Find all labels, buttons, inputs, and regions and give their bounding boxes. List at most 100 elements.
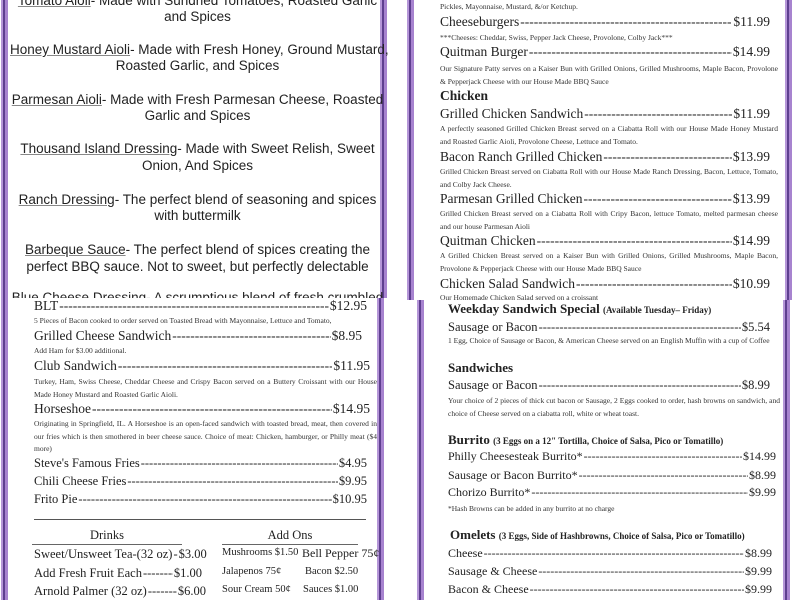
- page-border-right: [380, 0, 387, 298]
- dotted-leader: [148, 583, 177, 599]
- drink-item: Sweet/Unsweet Tea-(32 oz) - $3.00: [34, 547, 207, 561]
- heading-note: (Available Tuesday– Friday): [602, 305, 712, 315]
- item-desc: ***Cheeses: Cheddar, Swiss, Pepper Jack …: [440, 33, 673, 42]
- menu-item: Philly Cheesesteak Burrito* $14.99: [448, 448, 776, 464]
- dotted-leader: [484, 545, 744, 561]
- dotted-leader: [584, 448, 742, 464]
- item-price: $12.95: [329, 298, 367, 313]
- item-name: Chicken Salad Sandwich: [440, 276, 575, 291]
- sauce-name: Ranch Dressing: [18, 192, 115, 207]
- item-name: Sausage or Bacon Burrito*: [448, 468, 578, 482]
- item-price: $14.99: [743, 449, 776, 463]
- dotted-leader: [143, 565, 173, 581]
- page-border-left: [1, 298, 8, 600]
- item-price: $9.95: [338, 474, 367, 488]
- sauce-desc: - Made with Sundried Tomatoes, Roasted G…: [90, 0, 378, 8]
- page-border-right: [377, 298, 384, 600]
- item-desc: Grilled Chicken Breast served on Ciabatt…: [440, 167, 778, 189]
- dotted-leader: [539, 319, 741, 335]
- dotted-leader: [59, 298, 329, 314]
- menu-item: Chicken Salad Sandwich $10.99: [440, 276, 770, 292]
- side-item: Frito Pie $10.95: [34, 491, 367, 507]
- item-price: $11.99: [733, 106, 770, 121]
- sauce-desc: - The perfect blend of spices creating t…: [125, 242, 370, 257]
- item-price: $14.99: [732, 233, 770, 248]
- sauce-desc: - Made with Fresh Honey, Ground Mustard,: [130, 42, 389, 57]
- drink-item: Add Fresh Fruit Each $1.00: [34, 565, 202, 581]
- burgers-chicken-panel: Pickles, Mayonnaise, Mustard, &/or Ketch…: [405, 0, 800, 300]
- dotted-leader: [576, 276, 732, 292]
- addon-item: Bell Pepper 75¢: [302, 546, 380, 560]
- item-name: Frito Pie: [34, 492, 78, 506]
- item-price: $6.00: [177, 584, 206, 598]
- dotted-leader: [141, 455, 338, 471]
- sauce-item: Honey Mustard Aioli- Made with Fresh Hon…: [10, 42, 389, 58]
- item-desc: 1 Egg, Choice of Sausage or Bacon, & Ame…: [448, 336, 770, 345]
- item-name: Cheese: [448, 546, 483, 560]
- item-desc: Pickles, Mayonnaise, Mustard, &/or Ketch…: [440, 2, 578, 11]
- sauce-item: Blue Cheese Dressing- A scrumptious blen…: [10, 290, 385, 298]
- item-name: Add Fresh Fruit Each: [34, 566, 142, 580]
- item-name: Bacon & Cheese: [448, 582, 529, 596]
- sauce-desc: - A scrumptious blend of fresh crumbled: [146, 290, 384, 298]
- sauce-desc-line2: with buttermilk: [154, 208, 241, 223]
- footnote: *Hash Browns can be added in any burrito…: [448, 504, 615, 513]
- item-name: Cheeseburgers: [440, 14, 520, 29]
- dotted-leader: [520, 14, 732, 30]
- item-price: $8.99: [741, 378, 770, 392]
- dotted-leader: [118, 358, 333, 374]
- dotted-leader: [531, 484, 748, 500]
- dotted-leader: [172, 328, 330, 344]
- dotted-leader: [538, 563, 744, 579]
- item-price: $8.99: [749, 468, 776, 482]
- addon-item: Mushrooms $1.50: [222, 547, 299, 558]
- page-border-right: [783, 300, 790, 600]
- sauce-desc: - Made with Sweet Relish, Sweet: [177, 141, 375, 156]
- item-name: Grilled Chicken Sandwich: [440, 106, 584, 121]
- addon-item: Jalapenos 75¢: [222, 566, 282, 577]
- item-name: Grilled Cheese Sandwich: [34, 328, 172, 343]
- dotted-leader: [529, 44, 732, 60]
- menu-item: Grilled Cheese Sandwich $8.95: [34, 328, 362, 344]
- addons-heading: Add Ons: [222, 528, 358, 545]
- item-price: $11.99: [733, 14, 770, 29]
- addon-item: Sauces $1.00: [303, 584, 359, 595]
- dotted-leader: [584, 106, 732, 122]
- heading-text: Burrito: [448, 432, 490, 447]
- sauce-name: Thousand Island Dressing: [20, 141, 178, 156]
- menu-item: Horseshoe $14.95: [34, 401, 370, 417]
- section-heading: Weekday Sandwich Special (Available Tues…: [448, 301, 711, 318]
- sauce-desc-line2: Garlic and Spices: [144, 108, 251, 123]
- item-price: $14.95: [332, 401, 370, 416]
- sauce-item: Thousand Island Dressing- Made with Swee…: [10, 141, 385, 157]
- menu-item: Sausage or Bacon $5.54: [448, 319, 770, 335]
- item-price: $10.95: [332, 492, 367, 506]
- dotted-leader: [537, 233, 732, 249]
- item-name: BLT: [34, 298, 59, 313]
- dotted-leader: [603, 149, 732, 165]
- item-desc: Add Ham for $3.00 additional.: [34, 346, 127, 355]
- menu-item: Sausage or Bacon Burrito* $8.99: [448, 467, 776, 483]
- menu-item: BLT $12.95: [34, 298, 367, 314]
- sauce-name: Barbeque Sauce: [25, 242, 126, 257]
- menu-item: Cheese $8.99: [448, 545, 772, 561]
- item-price: $8.95: [331, 328, 362, 343]
- page-border-left: [417, 300, 424, 600]
- item-name: Bacon Ranch Grilled Chicken: [440, 149, 603, 164]
- sauce-name: Blue Cheese Dressing: [11, 290, 147, 298]
- item-name: Club Sandwich: [34, 358, 117, 373]
- page-border-right: [785, 0, 792, 300]
- side-item: Chili Cheese Fries $9.95: [34, 473, 367, 489]
- item-price: $9.99: [749, 485, 776, 499]
- sauce-desc-line2: Onion, And Spices: [141, 158, 254, 173]
- sauce-desc-line2: perfect BBQ sauce. Not to sweet, but per…: [26, 259, 369, 274]
- sauce-name: Honey Mustard Aioli: [10, 42, 131, 57]
- menu-item: Sausage or Bacon $8.99: [448, 377, 770, 393]
- item-desc: Turkey, Ham, Swiss Cheese, Cheddar Chees…: [34, 377, 377, 399]
- sauce-item: Tomato Aioli- Made with Sundried Tomatoe…: [10, 0, 385, 9]
- menu-item: Bacon & Cheese $9.99: [448, 581, 772, 597]
- item-price: $5.54: [741, 320, 770, 334]
- heading-text: Omelets: [450, 527, 496, 542]
- heading-note: (3 Eggs, Side of Hashbrowns, Choice of S…: [498, 531, 745, 541]
- menu-item: Sausage & Cheese $9.99: [448, 563, 772, 579]
